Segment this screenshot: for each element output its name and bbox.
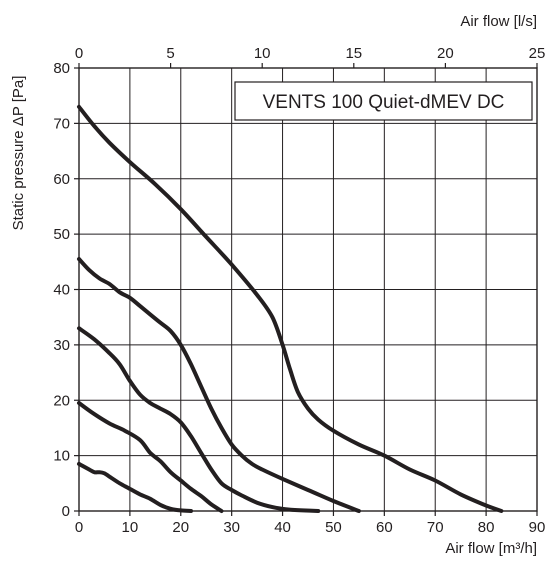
x2-tick-label: 10 bbox=[254, 45, 271, 62]
x-tick-label: 70 bbox=[427, 519, 444, 536]
x2-tick-label: 25 bbox=[529, 45, 546, 62]
x-tick-label: 60 bbox=[376, 519, 393, 536]
x2-tick-label: 5 bbox=[166, 45, 174, 62]
y-tick-label: 50 bbox=[53, 226, 70, 243]
y-tick-label: 80 bbox=[53, 60, 70, 77]
plot-frame bbox=[74, 63, 538, 516]
y-tick-label: 40 bbox=[53, 282, 70, 299]
series-line-4 bbox=[77, 401, 224, 513]
x-axis-title: Air flow [m³/h] bbox=[445, 540, 537, 557]
x-tick-label: 30 bbox=[223, 519, 240, 536]
grid bbox=[79, 68, 537, 511]
x-tick-label: 0 bbox=[75, 519, 83, 536]
y-tick-label: 20 bbox=[53, 392, 70, 409]
chart-title-box: VENTS 100 Quiet-dMEV DC bbox=[234, 81, 533, 121]
series-layer bbox=[77, 104, 504, 513]
y-tick-label: 60 bbox=[53, 171, 70, 188]
series-line-2 bbox=[77, 257, 361, 513]
x2-axis-title: Air flow [l/s] bbox=[460, 13, 537, 30]
x-tick-label: 10 bbox=[122, 519, 139, 536]
x-tick-label: 40 bbox=[274, 519, 291, 536]
x-tick-label: 50 bbox=[325, 519, 342, 536]
series-line-3 bbox=[77, 326, 321, 513]
y-tick-label: 0 bbox=[62, 503, 70, 520]
y-tick-label: 10 bbox=[53, 448, 70, 465]
x-tick-label: 90 bbox=[529, 519, 546, 536]
x-tick-label: 80 bbox=[478, 519, 495, 536]
series-line-1 bbox=[77, 104, 504, 513]
chart-title: VENTS 100 Quiet-dMEV DC bbox=[263, 92, 505, 113]
x2-tick-label: 15 bbox=[345, 45, 362, 62]
x-tick-label: 20 bbox=[172, 519, 189, 536]
y-tick-label: 30 bbox=[53, 337, 70, 354]
x2-tick-label: 20 bbox=[437, 45, 454, 62]
y-tick-label: 70 bbox=[53, 115, 70, 132]
tick-labels: 0 10 20 30 40 50 60 70 80 90 0 5 10 15 20 25 0 10 20 30 40 50… bbox=[53, 45, 545, 536]
x2-tick-label: 0 bbox=[75, 45, 83, 62]
series-line-5 bbox=[77, 461, 193, 513]
y-axis-title: Static pressure ΔP [Pa] bbox=[10, 76, 27, 231]
